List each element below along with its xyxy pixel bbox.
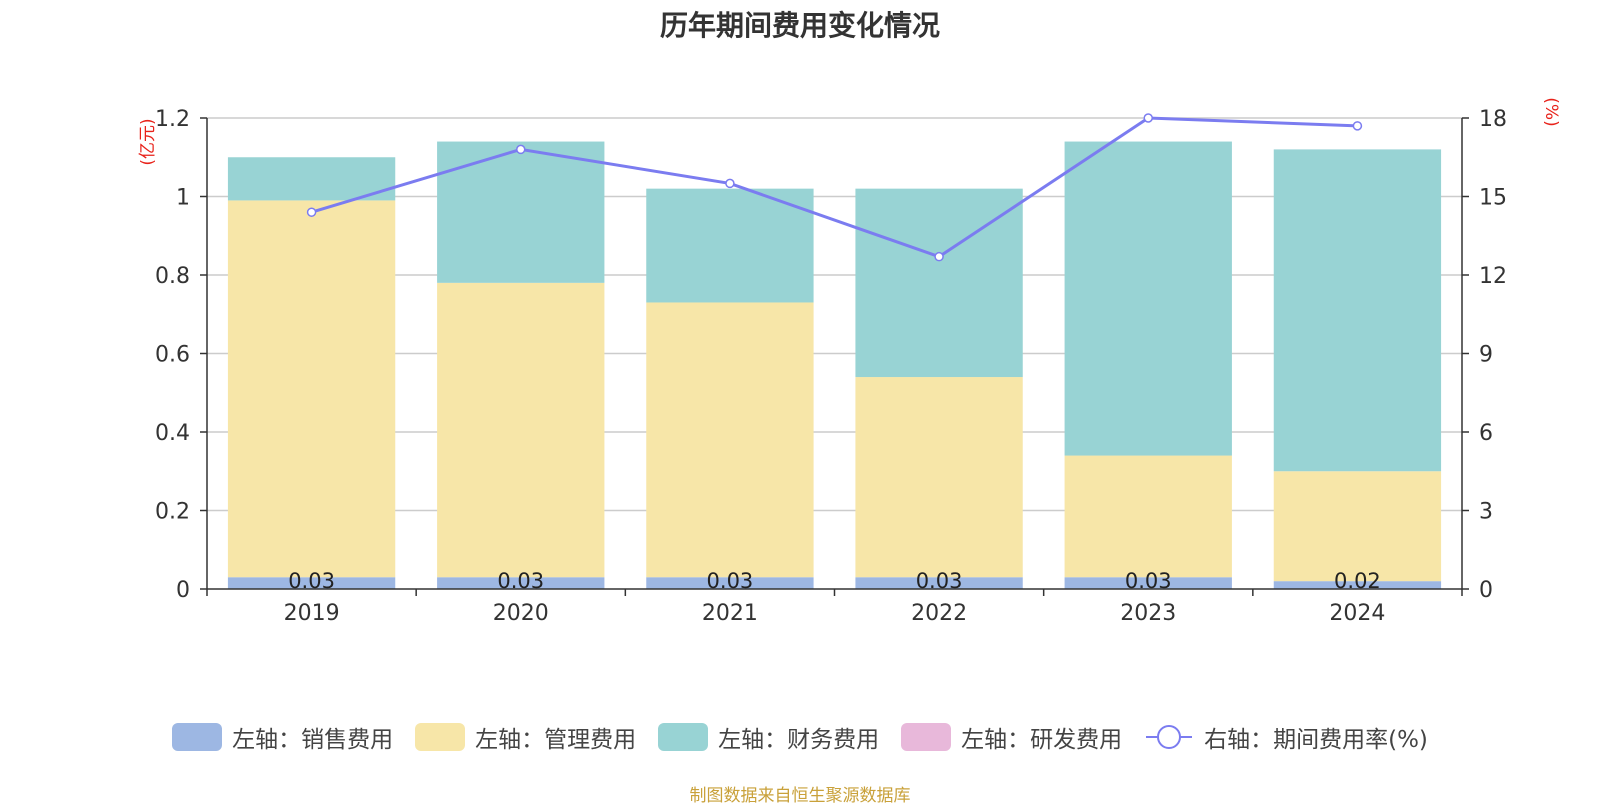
right-axis-tick-label: 18 <box>1479 107 1507 132</box>
x-axis-label: 2020 <box>493 601 549 626</box>
bar-segment <box>855 377 1023 578</box>
rate-point <box>934 251 944 262</box>
x-axis-label: 2021 <box>702 601 758 626</box>
rate-point <box>306 207 317 217</box>
bar-segment <box>1064 141 1232 456</box>
legend-item[interactable]: 左轴：销售费用 <box>172 720 393 754</box>
bar-segment <box>1273 581 1442 589</box>
x-axis-label: 2019 <box>284 601 340 626</box>
right-axis-tick-label: 6 <box>1479 421 1493 446</box>
left-axis-tick-label: 0.2 <box>155 500 190 525</box>
bar-segment <box>1273 149 1442 472</box>
bar-segment <box>437 577 605 589</box>
legend-label: 左轴：销售费用 <box>232 727 394 753</box>
rate-point <box>516 144 526 155</box>
left-axis-tick-label: 0.4 <box>155 421 190 446</box>
bar-segment <box>1064 577 1232 589</box>
x-axis-label: 2023 <box>1120 601 1176 626</box>
bar-segment <box>1064 455 1232 578</box>
legend-label: 左轴：财务费用 <box>718 727 880 753</box>
bar-segment <box>855 577 1023 589</box>
left-axis-tick-label: 0.8 <box>155 264 190 289</box>
bar-segment <box>646 577 814 589</box>
legend-swatch <box>172 723 223 751</box>
right-axis-tick-label: 12 <box>1479 264 1507 289</box>
legend-item[interactable]: 左轴：管理费用 <box>415 720 636 754</box>
legend-swatch <box>901 723 952 751</box>
legend-swatch <box>658 723 709 751</box>
legend-label: 左轴：研发费用 <box>961 727 1123 753</box>
bar-value-label: 0.03 <box>707 569 754 593</box>
bar-value-label: 0.03 <box>497 569 544 593</box>
legend: 左轴：销售费用 左轴：管理费用 左轴：财务费用 左轴：研发费用 右轴：期间费用率(%) <box>0 720 1600 754</box>
rate-point <box>1352 121 1363 131</box>
left-axis-tick-label: 1 <box>176 186 190 211</box>
bar-value-label: 0.02 <box>1334 569 1381 593</box>
legend-label: 右轴：期间费用率(%) <box>1204 727 1428 753</box>
bar-segment <box>646 302 814 578</box>
bar-segment <box>1273 471 1442 582</box>
rate-line <box>311 116 1358 259</box>
left-axis-tick-label: 0.6 <box>155 343 190 368</box>
x-axis-label: 2024 <box>1329 601 1385 626</box>
left-axis-unit: (亿元) <box>138 118 158 165</box>
right-axis-tick-label: 9 <box>1479 343 1493 368</box>
legend-item[interactable]: 左轴：财务费用 <box>658 720 879 754</box>
bar-segment <box>437 141 605 283</box>
right-axis-tick-label: 0 <box>1479 578 1493 603</box>
legend-label: 左轴：管理费用 <box>475 727 637 753</box>
legend-swatch <box>415 723 466 751</box>
source-footer: 制图数据来自恒生聚源数据库 <box>689 786 911 806</box>
chart-title: 历年期间费用变化情况 <box>659 9 940 42</box>
bar-value-label: 0.03 <box>288 569 335 593</box>
rate-point <box>1143 113 1153 123</box>
legend-item[interactable]: 左轴：研发费用 <box>901 720 1122 754</box>
bar-segment <box>227 157 396 201</box>
right-axis-unit: (%) <box>1541 97 1561 126</box>
bar-segment <box>646 188 814 303</box>
legend-line-icon <box>1146 725 1193 749</box>
right-axis-tick-label: 15 <box>1479 186 1507 211</box>
bar-segment <box>227 577 396 589</box>
bar-value-label: 0.03 <box>1125 569 1172 593</box>
bar-value-label: 0.03 <box>916 569 963 593</box>
left-axis-tick-label: 1.2 <box>155 107 190 132</box>
bar-segment <box>437 282 605 578</box>
left-axis-tick-label: 0 <box>176 578 190 603</box>
right-axis-tick-label: 3 <box>1479 500 1493 525</box>
bar-segment <box>227 200 396 578</box>
rate-point <box>725 178 735 189</box>
legend-item[interactable]: 右轴：期间费用率(%) <box>1144 720 1428 754</box>
x-axis-label: 2022 <box>911 601 967 626</box>
